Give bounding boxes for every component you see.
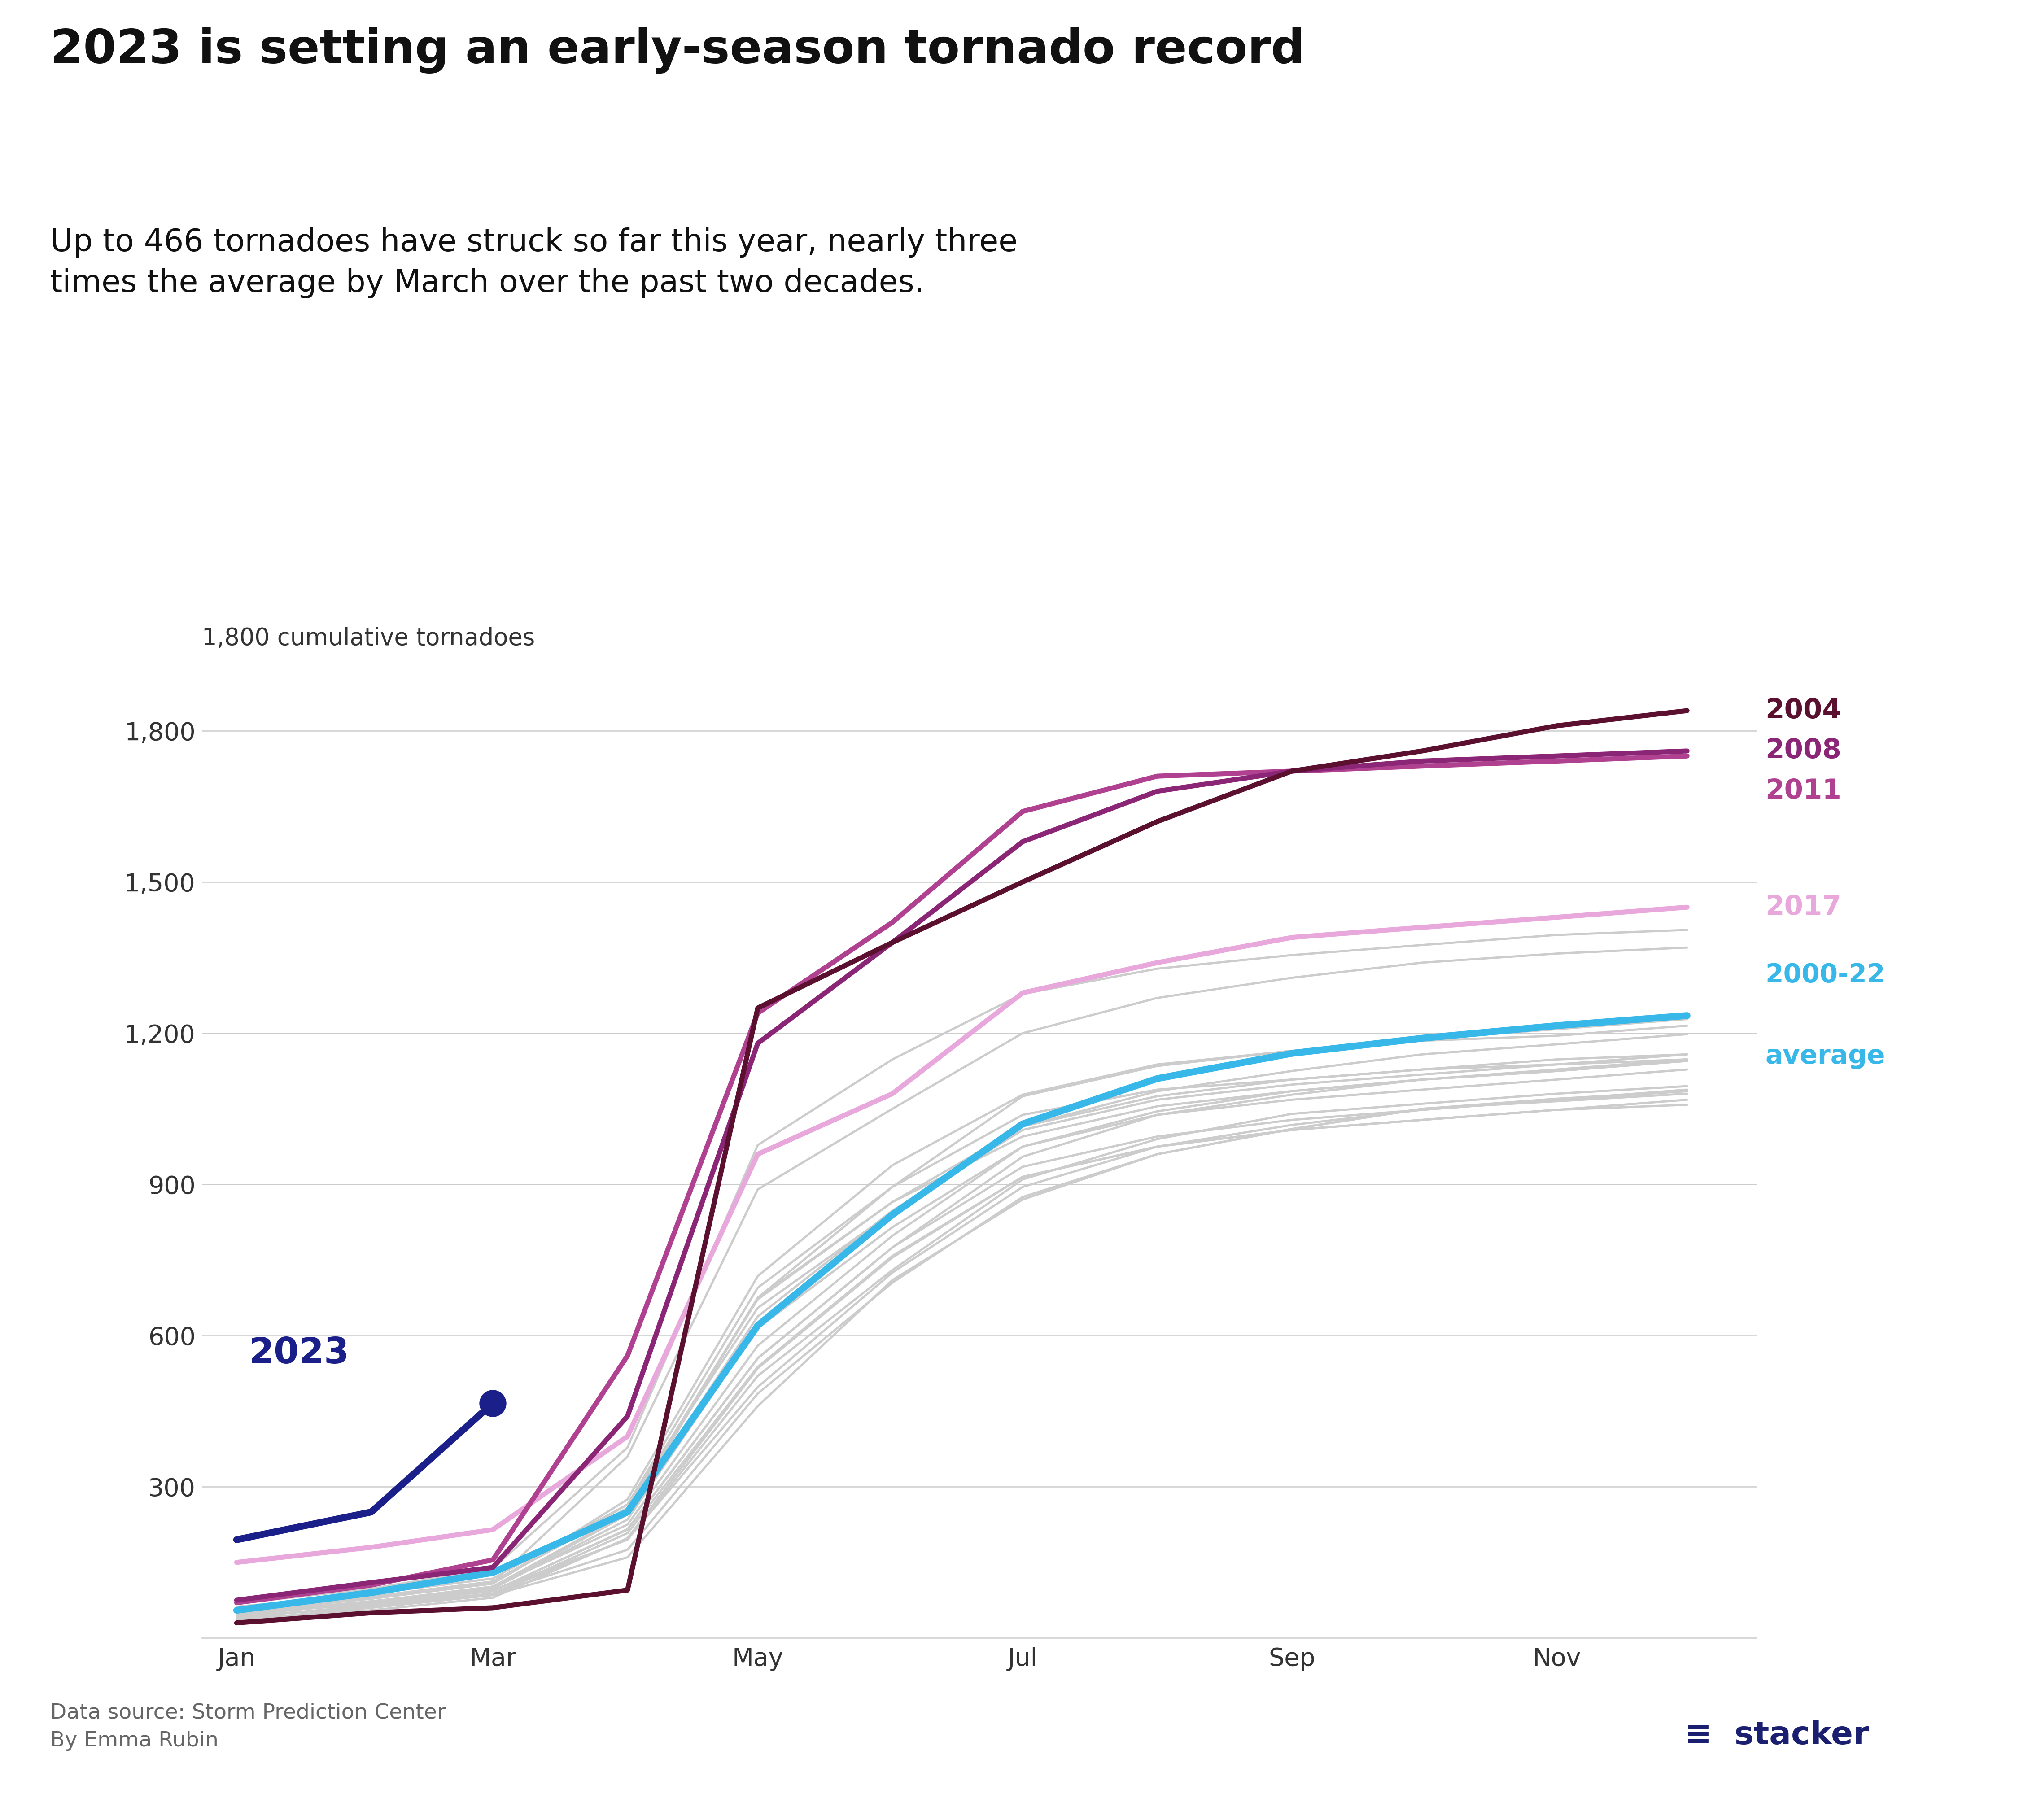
Text: 2023 is setting an early-season tornado record: 2023 is setting an early-season tornado … xyxy=(50,27,1304,73)
Text: 2011: 2011 xyxy=(1765,777,1841,804)
Text: Up to 466 tornadoes have struck so far this year, nearly three
times the average: Up to 466 tornadoes have struck so far t… xyxy=(50,228,1018,298)
Text: 2023: 2023 xyxy=(248,1336,349,1370)
Text: average: average xyxy=(1765,1043,1886,1068)
Text: 2008: 2008 xyxy=(1765,737,1841,764)
Point xyxy=(476,1389,509,1418)
Text: 2004: 2004 xyxy=(1765,697,1841,724)
Text: 1,800 cumulative tornadoes: 1,800 cumulative tornadoes xyxy=(202,626,535,650)
Text: 2017: 2017 xyxy=(1765,894,1841,921)
Text: Data source: Storm Prediction Center
By Emma Rubin: Data source: Storm Prediction Center By … xyxy=(50,1704,446,1751)
Text: 2000-22: 2000-22 xyxy=(1765,963,1886,988)
Text: ≡  stacker: ≡ stacker xyxy=(1684,1720,1870,1751)
